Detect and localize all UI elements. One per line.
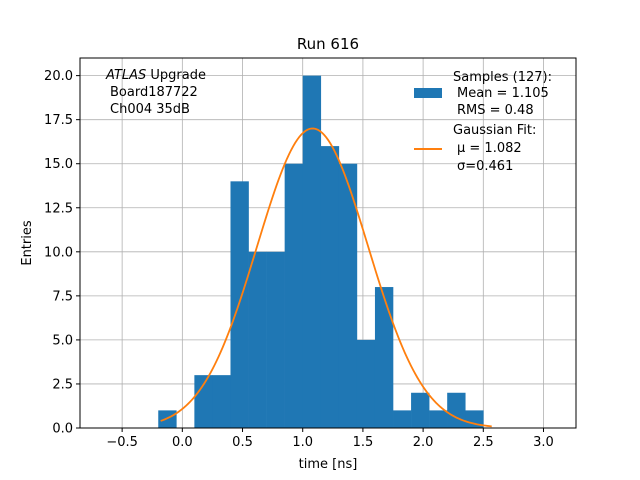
histogram-bar [356,339,376,428]
histogram-bar [212,375,231,428]
y-axis-label: Entries [20,220,35,266]
y-tick-label: 2.5 [52,377,73,392]
y-tick-label: 0.0 [52,422,73,437]
histogram-bar [338,163,358,428]
histogram-bar [266,251,285,428]
histogram-bar [465,410,484,428]
y-tick-label: 7.5 [52,289,73,304]
histogram-bars [158,75,484,428]
histogram-bar [248,251,267,428]
histogram-bar [447,392,466,428]
y-axis-ticks: 0.0 2.5 5.0 7.5 10.0 12.5 15.0 17.5 20.0 [44,69,80,437]
histogram-bar [429,410,448,428]
legend-fit-sigma: σ=0.461 [457,159,513,174]
legend-fit-title: Gaussian Fit: [453,123,536,138]
gaussian-fit [160,127,492,428]
y-tick-label: 17.5 [44,113,73,128]
histogram-bar [230,181,249,428]
chart-title: Run 616 [297,35,359,53]
legend-samples-title: Samples (127): [453,70,552,85]
y-tick-label: 5.0 [52,333,73,348]
annotation-line-1: ATLAS Upgrade [105,68,206,83]
histogram-bar [320,146,340,428]
annotation-upgrade: Upgrade [146,68,206,83]
histogram-bar [374,287,394,428]
x-tick-label: 1.0 [292,435,313,450]
y-tick-label: 12.5 [44,201,73,216]
y-tick-label: 10.0 [44,245,73,260]
plot-frame [79,57,577,429]
legend-samples-rms: RMS = 0.48 [457,103,534,118]
x-tick-label: −0.5 [106,435,138,450]
annotation-atlas: ATLAS [105,68,146,83]
histogram-bar [411,392,430,428]
legend-swatch-samples [414,88,442,98]
x-axis-label: time [ns] [299,457,358,472]
x-tick-label: 0.5 [232,435,253,450]
x-tick-label: 0.0 [172,435,193,450]
atlas-annotation: ATLAS Upgrade Board187722 Ch004 35dB [105,68,206,117]
x-axis-ticks: −0.5 0.0 0.5 1.0 1.5 2.0 2.5 3.0 [106,428,554,450]
histogram-bar [284,163,304,428]
histogram-bar [302,75,322,428]
x-tick-label: 3.0 [533,435,554,450]
histogram-bar [393,410,412,428]
legend-fit-mu: μ = 1.082 [457,141,522,156]
legend-samples-mean: Mean = 1.105 [457,86,549,101]
y-tick-label: 15.0 [44,157,73,172]
annotation-line-2: Board187722 [110,85,198,100]
legend: Samples (127): Mean = 1.105 RMS = 0.48 G… [414,70,552,174]
histogram-bar [194,375,213,428]
x-tick-label: 2.5 [473,435,494,450]
x-tick-label: 2.0 [413,435,434,450]
y-tick-label: 20.0 [44,69,73,84]
x-tick-label: 1.5 [353,435,374,450]
annotation-line-3: Ch004 35dB [110,102,190,117]
gaussian-fit-line [160,127,492,428]
